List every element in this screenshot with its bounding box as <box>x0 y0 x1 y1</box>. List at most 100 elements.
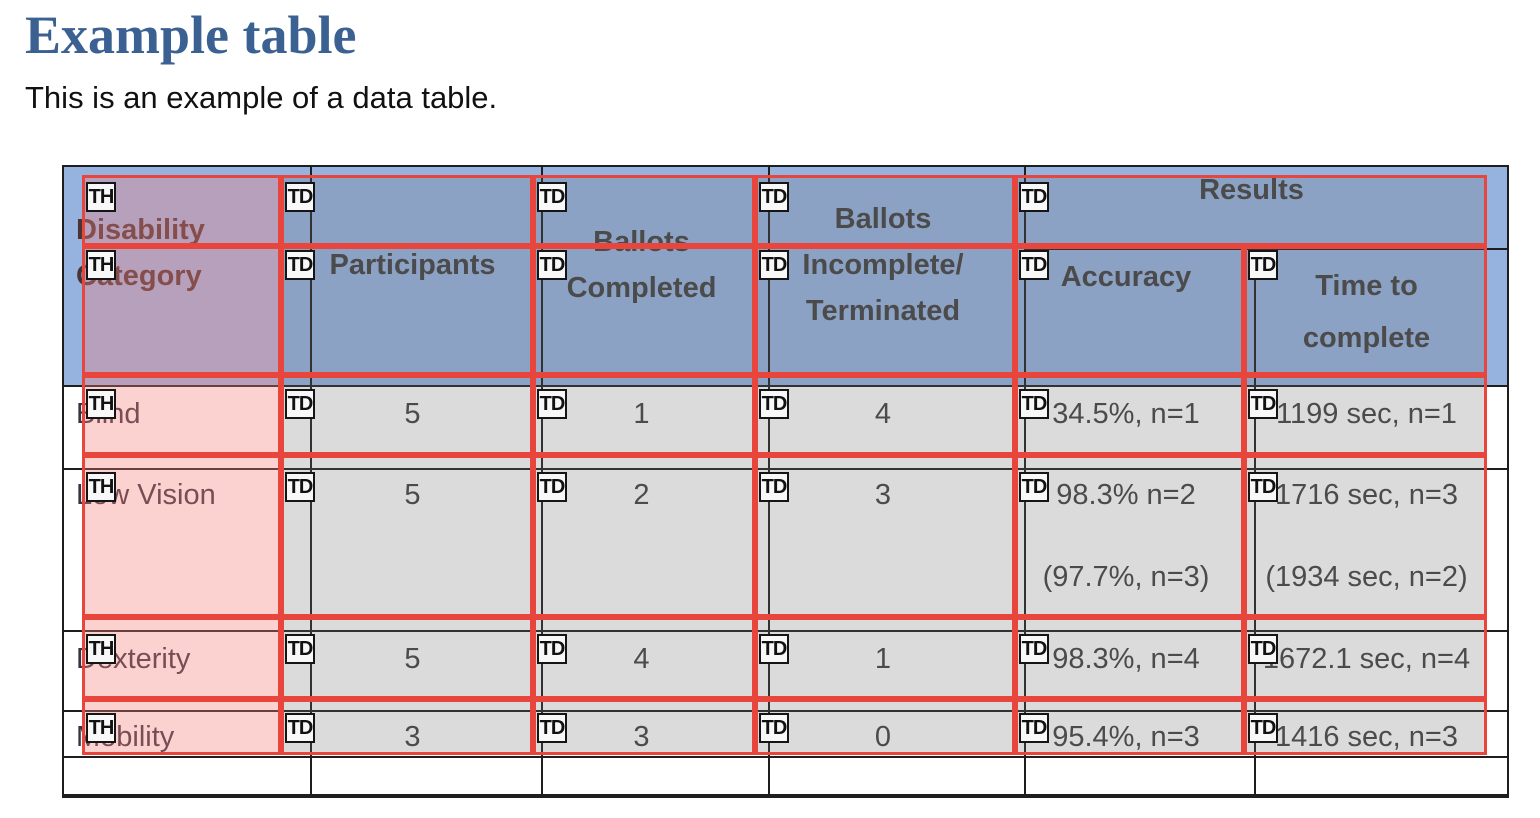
overlay-td-box: TD <box>533 175 755 246</box>
overlay-td-box: TD <box>1015 699 1244 755</box>
overlay-td-box: TD <box>281 699 533 755</box>
results-split-border <box>1024 248 1507 250</box>
td-marker: TD <box>537 713 567 743</box>
td-marker: TD <box>285 182 315 212</box>
overlay-td-box: TD <box>1244 246 1487 375</box>
header-cell-results: Results <box>1199 174 1304 206</box>
header-line: Ballots <box>593 226 690 258</box>
th-marker: TH <box>86 634 116 664</box>
cell-line: (1934 sec, n=2) <box>1265 561 1468 593</box>
cell-participants: 5 <box>404 643 421 675</box>
td-marker: TD <box>1248 634 1278 664</box>
cell-time: 1672.1 sec, n=4 <box>1262 643 1471 675</box>
td-marker: TD <box>759 250 789 280</box>
td-marker: TD <box>285 634 315 664</box>
overlay-td-box: TD <box>281 617 533 699</box>
overlay-td-box: TD <box>1244 455 1487 617</box>
td-marker: TD <box>1019 713 1049 743</box>
overlay-td-box: TD <box>533 617 755 699</box>
cell-completed: 2 <box>633 479 650 511</box>
td-marker: TD <box>1019 389 1049 419</box>
td-marker: TD <box>1019 472 1049 502</box>
td-marker: TD <box>759 634 789 664</box>
overlay-td-box: TD <box>533 699 755 755</box>
overlay-td-box: TD <box>281 455 533 617</box>
th-marker: TH <box>86 250 116 280</box>
cell-time: 1199 sec, n=1 <box>1276 398 1457 430</box>
overlay-td-box: TD <box>1015 617 1244 699</box>
cell-line: 98.3% n=2 <box>1056 479 1196 511</box>
cell-line: 1716 sec, n=3 <box>1274 479 1458 511</box>
td-marker: TD <box>537 250 567 280</box>
cell-incomplete: 1 <box>874 643 892 675</box>
cell-time: 1416 sec, n=3 <box>1274 721 1458 753</box>
td-marker: TD <box>1248 389 1278 419</box>
overlay-td-box: TD <box>281 175 533 246</box>
header-cell-participants: Participants <box>329 249 496 281</box>
td-marker: TD <box>1019 182 1049 212</box>
overlay-td-box: TD <box>533 455 755 617</box>
row-border <box>64 468 1507 470</box>
cell-completed: 1 <box>633 398 650 430</box>
cell-participants: 3 <box>404 721 421 753</box>
cell-accuracy: 98.3%, n=4 <box>1052 643 1200 675</box>
header-cell-accuracy: Accuracy <box>1060 261 1192 293</box>
overlay-td-box: TD <box>1244 375 1487 455</box>
overlay-td-box: TD <box>281 375 533 455</box>
td-marker: TD <box>1019 634 1049 664</box>
row-border <box>64 710 1507 712</box>
overlay-td-box: TD <box>1244 699 1487 755</box>
overlay-td-box: TD <box>1015 246 1244 375</box>
overlay-td-box: TD <box>1015 375 1244 455</box>
column-border <box>1254 250 1256 794</box>
th-marker: TH <box>86 182 116 212</box>
overlay-th-box: TH <box>82 246 281 375</box>
header-cell-ballots-completed: Ballots Completed <box>543 167 770 387</box>
overlay-td-box: TD <box>1244 617 1487 699</box>
header-line: Disability <box>76 214 205 246</box>
cell-accuracy: 98.3% n=2 (97.7%, n=3) <box>1026 470 1256 632</box>
td-marker: TD <box>285 713 315 743</box>
overlay-td-box: TD <box>755 699 1015 755</box>
overlay-td-box: TD <box>755 246 1015 375</box>
overlay-td-box: TD <box>281 246 533 375</box>
overlay-th-box: TH <box>82 375 281 455</box>
overlay-td-box: TD <box>533 375 755 455</box>
example-table: Disability Category Participants Ballots… <box>62 165 1509 798</box>
overlay-th-box: TH <box>82 455 281 617</box>
row-border <box>64 756 1507 758</box>
td-marker: TD <box>537 472 567 502</box>
cell-time: 1716 sec, n=3 (1934 sec, n=2) <box>1256 470 1507 632</box>
header-cell-time-to-complete: Time to complete <box>1256 250 1507 387</box>
overlay-td-box: TD <box>755 455 1015 617</box>
page-title: Example table <box>25 5 357 65</box>
td-marker: TD <box>759 713 789 743</box>
overlay-td-box: TD <box>755 175 1015 246</box>
header-cell-ballots-incomplete: Ballots Incomplete/ Terminated <box>770 167 1026 387</box>
td-marker: TD <box>759 472 789 502</box>
overlay-th-box: TH <box>82 617 281 699</box>
header-line: Ballots <box>834 203 932 235</box>
header-line: Terminated <box>805 295 961 327</box>
page-subtitle: This is an example of a data table. <box>25 80 498 115</box>
header-line: Time to <box>1315 270 1418 302</box>
td-marker: TD <box>537 634 567 664</box>
td-marker: TD <box>285 472 315 502</box>
cell-accuracy: 95.4%, n=3 <box>1052 721 1200 753</box>
header-line: Completed <box>566 272 717 304</box>
td-marker: TD <box>1248 713 1278 743</box>
row-border <box>64 630 1507 632</box>
overlay-td-box: TD <box>533 246 755 375</box>
overlay-td-box: TD <box>755 375 1015 455</box>
overlay-td-box-results: TD <box>1015 175 1487 246</box>
cell-participants: 5 <box>404 479 421 511</box>
overlay-td-box: TD <box>1015 455 1244 617</box>
cell-incomplete: 0 <box>874 721 892 753</box>
cell-incomplete: 4 <box>874 398 892 430</box>
td-marker: TD <box>759 389 789 419</box>
cell-incomplete: 3 <box>874 479 892 511</box>
th-marker: TH <box>86 389 116 419</box>
cell-completed: 3 <box>633 721 650 753</box>
th-marker: TH <box>86 713 116 743</box>
